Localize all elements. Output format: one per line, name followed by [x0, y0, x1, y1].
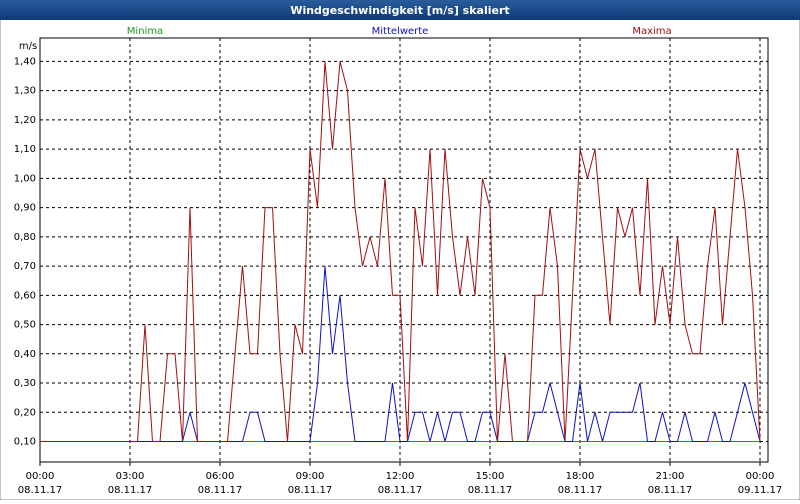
- x-tick-label: 12:00: [386, 471, 415, 482]
- y-tick-label: 0,20: [14, 407, 36, 418]
- x-tick-date: 08.11.17: [288, 485, 333, 496]
- legend-entry: Minima: [127, 26, 163, 37]
- x-tick-label: 21:00: [656, 471, 685, 482]
- x-tick-label: 00:00: [26, 471, 55, 482]
- data-line: [40, 61, 761, 442]
- chart-title: Windgeschwindigkeit [m/s] skaliert: [290, 4, 509, 17]
- x-tick-date: 08.11.17: [648, 485, 693, 496]
- y-tick-label: 0,70: [14, 261, 36, 272]
- y-tick-label: 1,20: [14, 115, 36, 126]
- legend-entry: Maxima: [632, 26, 671, 37]
- x-tick-label: 00:00: [746, 471, 775, 482]
- x-tick-date: 08.11.17: [18, 485, 63, 496]
- x-tick-date: 08.11.17: [558, 485, 603, 496]
- y-tick-label: 1,10: [14, 144, 36, 155]
- plot-frame: [39, 37, 769, 463]
- x-tick-label: 03:00: [116, 471, 145, 482]
- y-tick-label: 0,60: [14, 290, 36, 301]
- x-tick-date: 08.11.17: [108, 485, 153, 496]
- y-tick-label: 1,40: [14, 56, 36, 67]
- legend-entry: Mittelwerte: [372, 26, 429, 37]
- y-tick-label: 1,00: [14, 173, 36, 184]
- x-tick-date: 08.11.17: [468, 485, 513, 496]
- x-tick-date: 09.11.17: [738, 485, 783, 496]
- y-tick-label: 0,50: [14, 320, 36, 331]
- y-tick-label: 0,90: [14, 203, 36, 214]
- y-axis-label: m/s: [19, 41, 37, 52]
- x-tick-label: 15:00: [476, 471, 505, 482]
- y-tick-label: 1,30: [14, 86, 36, 97]
- y-tick-label: 0,30: [14, 378, 36, 389]
- y-tick-label: 0,10: [14, 437, 36, 448]
- x-tick-label: 09:00: [296, 471, 325, 482]
- x-tick-label: 06:00: [206, 471, 235, 482]
- x-tick-label: 18:00: [566, 471, 595, 482]
- title-bar: [0, 0, 800, 20]
- x-tick-date: 08.11.17: [378, 485, 423, 496]
- y-tick-label: 0,80: [14, 232, 36, 243]
- x-tick-date: 08.11.17: [198, 485, 243, 496]
- y-tick-label: 0,40: [14, 349, 36, 360]
